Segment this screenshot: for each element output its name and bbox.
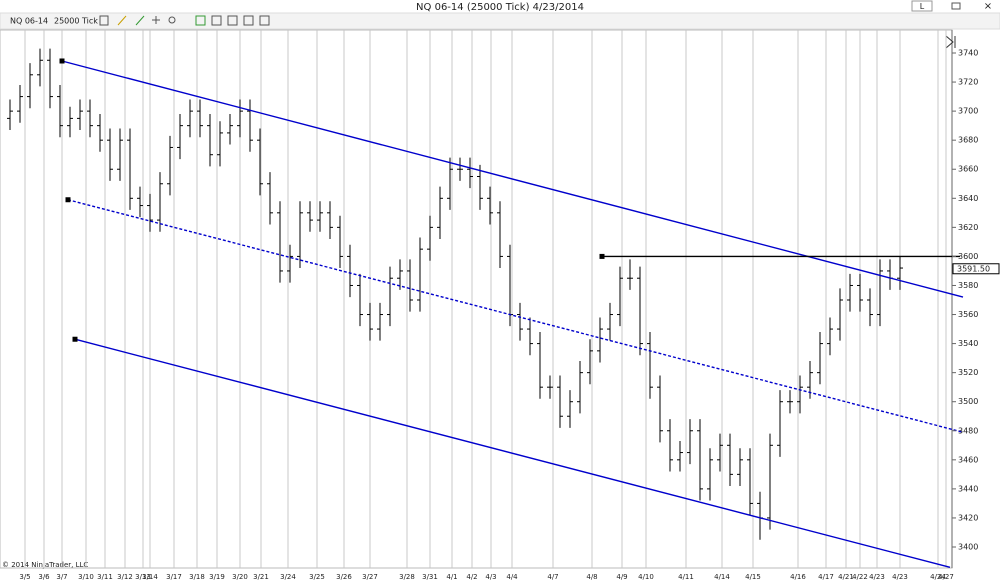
x-tick-label: 4/27 <box>938 573 954 581</box>
x-tick-label: 4/22 <box>852 573 868 581</box>
x-tick-label: 4/1 <box>446 573 457 581</box>
x-tick-label: 3/27 <box>362 573 378 581</box>
y-tick-label: 3540 <box>958 339 978 348</box>
x-tick-label: 4/21 <box>838 573 854 581</box>
x-tick-label: 3/6 <box>38 573 50 581</box>
y-tick-label: 3460 <box>958 455 978 464</box>
y-tick-label: 3720 <box>958 78 978 87</box>
y-tick-label: 3500 <box>958 397 978 406</box>
trend-line <box>67 199 964 433</box>
window-title: NQ 06-14 (25000 Tick) 4/23/2014 <box>416 2 584 13</box>
pencil-icon[interactable] <box>135 15 145 26</box>
y-tick-label: 3480 <box>958 426 978 435</box>
last-price-label: 3591.50 <box>957 264 990 273</box>
x-tick-label: 3/7 <box>56 573 67 581</box>
x-tick-label: 4/4 <box>506 573 518 581</box>
x-tick-label: 3/20 <box>232 573 248 581</box>
last-price-box <box>952 263 1000 275</box>
y-tick-label: 3440 <box>958 484 978 493</box>
x-tick-label: 3/10 <box>78 573 94 581</box>
x-tick-label: 4/7 <box>547 573 558 581</box>
y-tick-label: 3600 <box>958 252 978 261</box>
x-tick-label: 3/31 <box>422 573 438 581</box>
toolbar <box>0 12 1000 30</box>
x-tick-label: 4/23 <box>892 573 908 581</box>
restore-button[interactable] <box>951 2 961 10</box>
draw-icon[interactable] <box>117 15 127 26</box>
x-tick-label: 4/10 <box>638 573 654 581</box>
y-tick-label: 3400 <box>958 543 978 552</box>
x-tick-label: 3/5 <box>19 573 30 581</box>
toolbar-icons <box>99 15 270 26</box>
data-box-icon[interactable] <box>259 15 270 26</box>
strategy-icon[interactable] <box>211 15 222 26</box>
copyright: © 2014 NinjaTrader, LLC <box>2 561 88 569</box>
y-tick-label: 3560 <box>958 310 978 319</box>
crosshair-icon[interactable] <box>152 16 160 24</box>
interval-selector[interactable]: 25000 Tick <box>54 17 98 26</box>
x-tick-label: 4/9 <box>616 573 627 581</box>
x-tick-label: 3/26 <box>336 573 352 581</box>
y-tick-label: 3420 <box>958 513 978 522</box>
template-icon[interactable] <box>243 15 254 26</box>
x-tick-label: 4/3 <box>485 573 496 581</box>
bars-icon[interactable] <box>99 15 109 26</box>
y-tick-label: 3620 <box>958 223 978 232</box>
x-tick-label: 4/24 <box>930 573 946 581</box>
window-button[interactable] <box>911 0 933 12</box>
trend-line <box>74 338 951 569</box>
x-tick-label: 3/14 <box>142 573 158 581</box>
x-tick-label: 4/14 <box>714 573 730 581</box>
x-tick-label: 3/13 <box>135 573 151 581</box>
y-tick-label: 3700 <box>958 107 978 116</box>
zoom-icon[interactable] <box>168 16 176 24</box>
x-tick-label: 4/16 <box>790 573 806 581</box>
x-tick-label: 3/21 <box>253 573 269 581</box>
y-tick-label: 3520 <box>958 368 978 377</box>
x-tick-label: 4/8 <box>586 573 597 581</box>
x-tick-label: 4/15 <box>745 573 761 581</box>
x-tick-label: 3/11 <box>97 573 113 581</box>
window-button-label[interactable]: L <box>920 2 925 11</box>
x-tick-label: 3/25 <box>309 573 325 581</box>
x-tick-label: 3/12 <box>117 573 133 581</box>
x-tick-label: 4/2 <box>466 573 477 581</box>
close-button[interactable]: × <box>984 1 992 12</box>
y-tick-label: 3680 <box>958 136 978 145</box>
x-tick-label: 4/23 <box>869 573 885 581</box>
properties-icon[interactable] <box>227 15 238 26</box>
x-tick-label: 3/28 <box>399 573 415 581</box>
x-tick-label: 4/17 <box>818 573 834 581</box>
y-tick-label: 3660 <box>958 165 978 174</box>
y-tick-label: 3740 <box>958 49 978 58</box>
instrument-selector[interactable]: NQ 06-14 <box>10 17 48 26</box>
x-tick-label: 3/18 <box>189 573 205 581</box>
x-tick-label: 3/19 <box>209 573 225 581</box>
line-anchor <box>72 336 78 342</box>
line-anchor <box>599 253 605 259</box>
trend-line <box>61 60 964 298</box>
x-tick-label: 3/17 <box>166 573 182 581</box>
plot-area <box>0 29 953 569</box>
line-anchor <box>59 58 65 64</box>
x-tick-label: 4/11 <box>678 573 694 581</box>
x-tick-label: 3/24 <box>280 573 296 581</box>
indicator-icon[interactable] <box>195 15 206 26</box>
y-tick-label: 3640 <box>958 194 978 203</box>
line-anchor <box>65 197 71 203</box>
y-tick-label: 3580 <box>958 281 978 290</box>
